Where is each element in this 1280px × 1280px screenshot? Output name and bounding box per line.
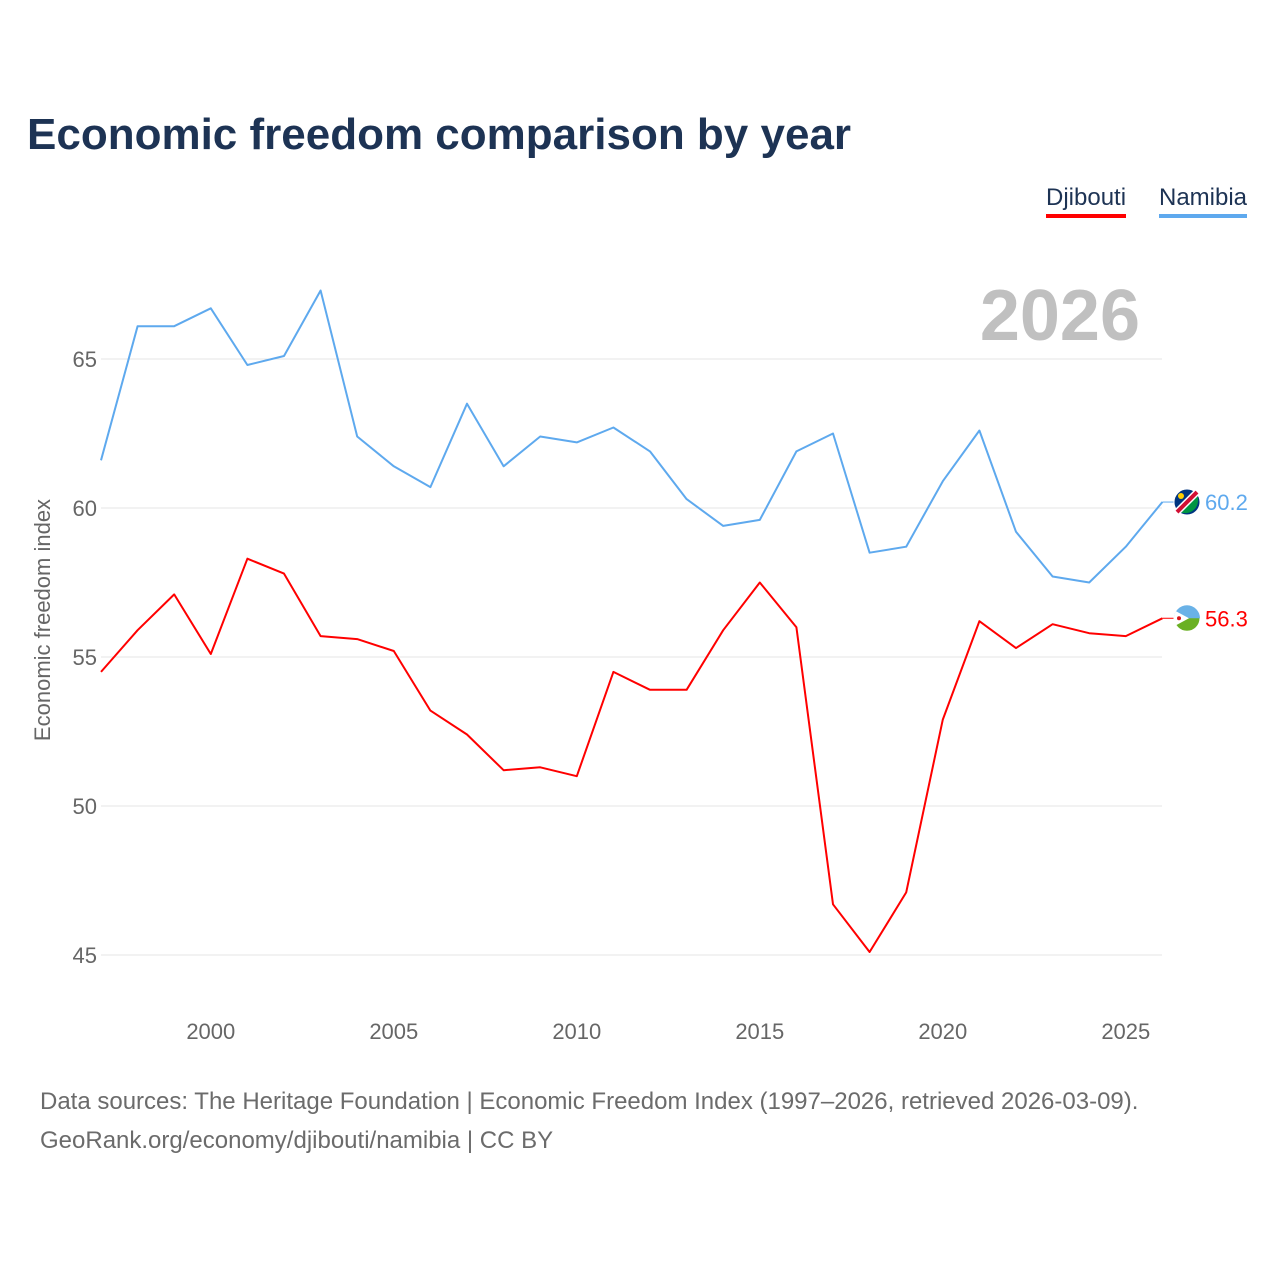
y-tick-label: 65 (73, 347, 97, 372)
y-axis-label: Economic freedom index (30, 499, 55, 741)
x-tick-label: 2005 (369, 1019, 418, 1044)
year-watermark: 2026 (980, 276, 1140, 356)
legend-namibia[interactable]: Namibia (1159, 184, 1248, 218)
x-tick-label: 2025 (1101, 1019, 1150, 1044)
flag-namibia-sun (1178, 493, 1184, 500)
series-line-djibouti (100, 557, 1163, 953)
x-tick-label: 2010 (552, 1019, 601, 1044)
source-link[interactable]: GeoRank.org/economy/djibouti/namibia | C… (40, 1127, 554, 1154)
series-line-namibia (100, 289, 1164, 584)
y-tick-label: 60 (73, 496, 97, 521)
end-value-label: 60.2 (1205, 490, 1248, 515)
flag-djibouti-triangle (1173, 611, 1189, 626)
y-tick-label: 50 (73, 794, 97, 819)
y-tick-label: 55 (73, 645, 97, 670)
x-tick-label: 2000 (186, 1019, 235, 1044)
chart-title: Economic freedom comparison by year (27, 110, 852, 159)
source-text: Data sources: The Heritage Foundation | … (40, 1088, 1139, 1115)
flag-namibia-red (1175, 490, 1199, 514)
y-tick-label: 45 (73, 943, 97, 968)
end-value-label: 56.3 (1205, 606, 1248, 631)
line-chart: 45 50 55 60 65 2000 2005 2010 2015 2020 2025 Econom… (30, 276, 1248, 1044)
legend-djibouti[interactable]: Djibouti (1046, 184, 1127, 218)
x-tick-label: 2020 (918, 1019, 967, 1044)
flag-djibouti-star (1177, 616, 1181, 621)
x-tick-label: 2015 (735, 1019, 784, 1044)
